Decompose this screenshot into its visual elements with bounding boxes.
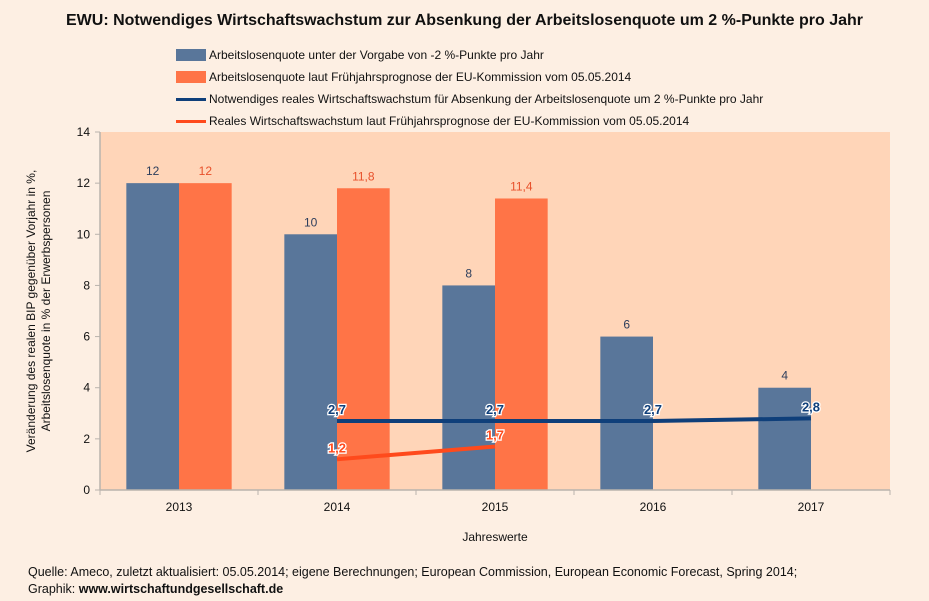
bar <box>758 387 811 490</box>
graphic-url: www.wirtschaftundgesellschaft.de <box>78 582 284 596</box>
series-line-segment <box>336 444 496 462</box>
bar <box>442 285 495 490</box>
bar <box>337 188 390 490</box>
line-data-label: 2,8 <box>802 399 820 414</box>
y-tick-label: 14 <box>77 125 91 139</box>
source-note: Quelle: Ameco, zuletzt aktualisiert: 05.… <box>28 565 798 579</box>
legend-label: Reales Wirtschaftswachstum laut Frühjahr… <box>209 114 690 128</box>
series-line-segment <box>652 416 812 423</box>
legend-swatch <box>176 97 206 101</box>
legend-label: Notwendiges reales Wirtschaftswachstum f… <box>209 92 764 106</box>
line-data-label: 2,7 <box>486 402 504 417</box>
chart-title: EWU: Notwendiges Wirtschaftswachstum zur… <box>66 12 863 29</box>
bar <box>600 336 653 490</box>
legend-label: Arbeitslosenquote laut Frühjahrsprognose… <box>209 70 632 84</box>
legend-label: Arbeitslosenquote unter der Vorgabe von … <box>209 48 544 62</box>
legend: Arbeitslosenquote unter der Vorgabe von … <box>176 44 763 132</box>
data-label: 6 <box>623 318 630 332</box>
data-label: 10 <box>304 215 318 229</box>
data-label: 11,8 <box>352 169 375 183</box>
data-label: 12 <box>199 164 213 178</box>
y-tick-label: 0 <box>83 483 90 497</box>
data-label: 8 <box>465 266 472 280</box>
x-tick-label: 2017 <box>798 500 825 514</box>
line-data-label: 2,7 <box>328 402 346 417</box>
x-tick-label: 2014 <box>324 500 351 514</box>
x-axis-title: Jahreswerte <box>462 530 528 544</box>
legend-item: Arbeitslosenquote laut Frühjahrsprognose… <box>176 66 763 88</box>
y-tick-label: 2 <box>83 432 90 446</box>
legend-item: Notwendiges reales Wirtschaftswachstum f… <box>176 88 763 110</box>
x-tick-label: 2016 <box>640 500 667 514</box>
bar <box>126 183 179 490</box>
y-tick-label: 4 <box>83 381 90 395</box>
y-tick-label: 12 <box>77 176 91 190</box>
data-label: 11,4 <box>510 179 533 193</box>
legend-swatch <box>176 119 206 123</box>
y-axis-title-line2: Arbeitslosenquote in % der Erwerbsperson… <box>39 191 53 432</box>
legend-swatch <box>176 49 206 61</box>
bar <box>495 198 548 490</box>
x-tick-label: 2015 <box>482 500 509 514</box>
data-label: 4 <box>781 369 788 383</box>
legend-item: Reales Wirtschaftswachstum laut Frühjahr… <box>176 110 763 132</box>
y-tick-label: 8 <box>83 278 90 292</box>
footer: Quelle: Ameco, zuletzt aktualisiert: 05.… <box>28 564 797 598</box>
graphic-credit: Graphik: www.wirtschaftundgesellschaft.d… <box>28 581 797 598</box>
y-tick-label: 6 <box>83 330 90 344</box>
line-data-label: 1,2 <box>328 440 346 455</box>
graphic-label: Graphik: <box>28 582 79 596</box>
line-data-label: 2,7 <box>644 402 662 417</box>
legend-swatch <box>176 71 206 83</box>
line-data-label: 1,7 <box>486 428 504 443</box>
y-axis-title-line1: Veränderung des realen BIP gegenüber Vor… <box>24 170 38 453</box>
legend-item: Arbeitslosenquote unter der Vorgabe von … <box>176 44 763 66</box>
data-label: 12 <box>146 164 160 178</box>
bar <box>179 183 232 490</box>
y-tick-label: 10 <box>77 227 91 241</box>
x-tick-label: 2013 <box>166 500 193 514</box>
bar <box>284 234 337 490</box>
